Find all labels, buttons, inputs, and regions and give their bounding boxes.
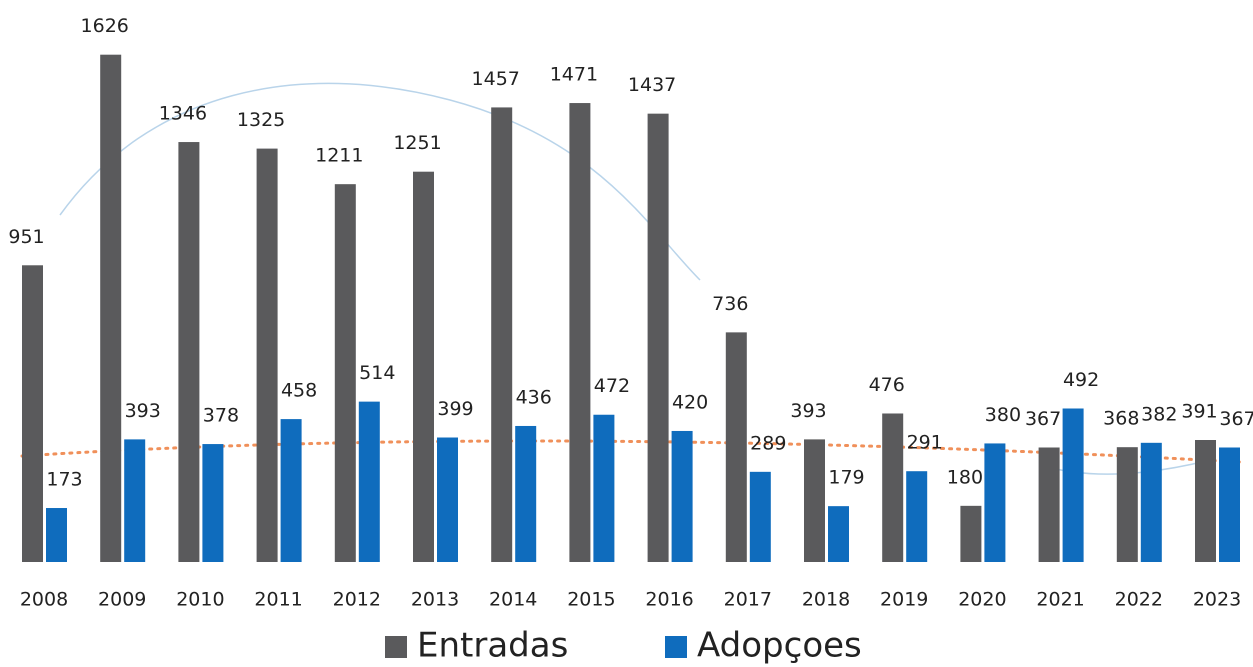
data-label: 391 [1181, 401, 1217, 423]
bar [569, 103, 591, 562]
bar [491, 107, 513, 562]
legend-swatch [385, 636, 407, 658]
bar [124, 439, 146, 562]
legend-label: Entradas [417, 626, 568, 666]
data-label: 393 [790, 400, 826, 422]
x-tick-label: 2020 [958, 589, 1006, 611]
x-tick-label: 2018 [802, 589, 850, 611]
data-label: 173 [46, 469, 82, 491]
data-label: 736 [712, 293, 748, 315]
x-tick-label: 2014 [489, 589, 537, 611]
bar [749, 471, 771, 562]
data-label: 393 [125, 400, 161, 422]
bar [202, 444, 224, 562]
bar [1116, 447, 1138, 562]
x-tick-label: 2011 [254, 589, 302, 611]
data-label: 378 [203, 405, 239, 427]
bar [334, 184, 356, 562]
data-label: 1457 [472, 68, 520, 90]
data-label: 382 [1141, 403, 1177, 425]
x-tick-label: 2008 [20, 589, 68, 611]
x-tick-label: 2009 [98, 589, 146, 611]
bar [725, 332, 747, 562]
data-label: 492 [1063, 369, 1099, 391]
bar [256, 148, 278, 562]
data-label: 367 [1025, 408, 1061, 430]
bar [100, 54, 122, 563]
bar [647, 113, 669, 562]
bar [1219, 447, 1240, 562]
x-tick-label: 2015 [567, 589, 615, 611]
bar [22, 265, 43, 562]
x-tick-label: 2013 [411, 589, 459, 611]
bar [413, 171, 434, 563]
trend-curve [59, 82, 701, 281]
data-label: 458 [281, 380, 317, 402]
bar [178, 142, 200, 562]
bar [280, 419, 302, 562]
data-label: 368 [1103, 408, 1139, 430]
data-label: 380 [985, 404, 1021, 426]
data-label: 1346 [159, 103, 207, 125]
data-label: 291 [907, 432, 943, 454]
data-label: 367 [1219, 408, 1253, 430]
x-tick-label: 2016 [645, 589, 693, 611]
x-tick-label: 2019 [880, 589, 928, 611]
x-tick-label: 2017 [724, 589, 772, 611]
bar [1140, 442, 1162, 562]
data-label: 1211 [315, 145, 363, 167]
bar [882, 413, 904, 562]
bar [1062, 408, 1084, 562]
data-label: 436 [516, 386, 552, 408]
x-tick-label: 2010 [176, 589, 224, 611]
bar [804, 439, 825, 562]
bar [1038, 447, 1060, 562]
bar [828, 506, 849, 562]
legend-swatch [665, 636, 687, 658]
data-label: 472 [594, 375, 630, 397]
x-tick-label: 2023 [1193, 589, 1241, 611]
bar [515, 425, 537, 562]
bar [437, 437, 458, 562]
x-tick-label: 2021 [1036, 589, 1084, 611]
data-label: 514 [359, 362, 395, 384]
data-label: 476 [869, 374, 905, 396]
data-label: 289 [750, 432, 786, 454]
bar [984, 443, 1006, 562]
data-label: 179 [828, 467, 864, 489]
data-label: 180 [947, 466, 983, 488]
data-label: 1437 [628, 74, 676, 96]
bar [906, 471, 928, 562]
data-label: 1626 [81, 15, 129, 37]
data-label: 1325 [237, 109, 285, 131]
bar [358, 401, 380, 562]
data-label: 420 [672, 391, 708, 413]
x-tick-label: 2012 [333, 589, 381, 611]
bar [46, 508, 67, 562]
bar [1195, 440, 1216, 562]
bar [671, 430, 693, 562]
data-label: 399 [437, 398, 473, 420]
data-label: 951 [8, 226, 44, 248]
legend-label: Adopçoes [697, 626, 862, 666]
bar [593, 414, 615, 562]
bar [960, 505, 982, 562]
data-label: 1471 [550, 64, 598, 86]
data-label: 1251 [393, 132, 441, 154]
x-tick-label: 2022 [1115, 589, 1163, 611]
